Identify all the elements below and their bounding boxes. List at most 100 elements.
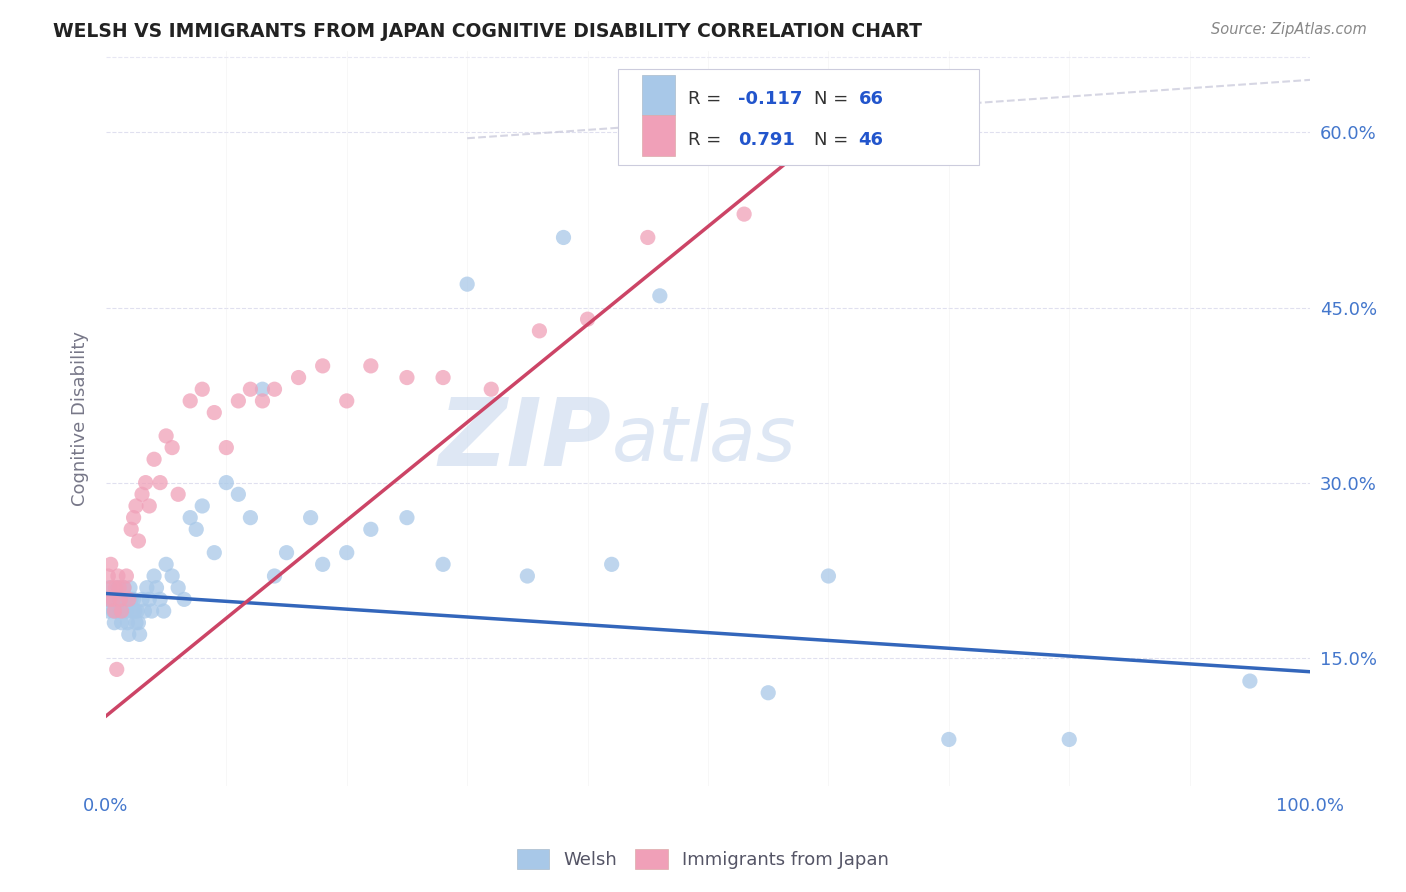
Point bbox=[336, 546, 359, 560]
Point bbox=[817, 569, 839, 583]
Point bbox=[228, 393, 250, 408]
Point bbox=[135, 581, 157, 595]
Text: WELSH VS IMMIGRANTS FROM JAPAN COGNITIVE DISABILITY CORRELATION CHART: WELSH VS IMMIGRANTS FROM JAPAN COGNITIVE… bbox=[53, 22, 922, 41]
Point bbox=[134, 604, 156, 618]
Point bbox=[97, 604, 120, 618]
Text: 0.791: 0.791 bbox=[738, 130, 794, 149]
Text: 66: 66 bbox=[859, 90, 883, 108]
Point bbox=[276, 546, 298, 560]
Point bbox=[360, 359, 382, 373]
Point bbox=[122, 510, 145, 524]
Point bbox=[155, 558, 177, 572]
FancyBboxPatch shape bbox=[617, 69, 979, 165]
Point bbox=[118, 592, 141, 607]
FancyBboxPatch shape bbox=[641, 115, 675, 156]
FancyBboxPatch shape bbox=[641, 75, 675, 115]
Point bbox=[456, 277, 478, 292]
Point bbox=[122, 592, 145, 607]
Point bbox=[299, 510, 322, 524]
Point bbox=[131, 487, 153, 501]
Point bbox=[191, 382, 214, 396]
Text: N =: N = bbox=[814, 90, 853, 108]
Point bbox=[143, 569, 166, 583]
Point bbox=[186, 522, 208, 536]
Point bbox=[202, 406, 225, 420]
Point bbox=[311, 359, 333, 373]
Point bbox=[756, 686, 779, 700]
Point bbox=[103, 615, 125, 630]
Point bbox=[239, 382, 262, 396]
Point bbox=[938, 732, 960, 747]
Point bbox=[637, 230, 659, 244]
Point bbox=[101, 581, 124, 595]
Point bbox=[179, 393, 201, 408]
Point bbox=[138, 592, 160, 607]
Point bbox=[127, 604, 149, 618]
Point bbox=[124, 604, 146, 618]
Point bbox=[576, 312, 599, 326]
Point bbox=[167, 487, 190, 501]
Point bbox=[529, 324, 551, 338]
Point bbox=[117, 615, 139, 630]
Point bbox=[141, 604, 163, 618]
Text: 46: 46 bbox=[859, 130, 883, 149]
Point bbox=[149, 475, 172, 490]
Point bbox=[1057, 732, 1080, 747]
Point bbox=[127, 615, 149, 630]
Point bbox=[115, 604, 138, 618]
Point bbox=[600, 558, 623, 572]
Point bbox=[112, 581, 135, 595]
Point bbox=[110, 592, 132, 607]
Point bbox=[125, 499, 148, 513]
Text: N =: N = bbox=[814, 130, 853, 149]
Point bbox=[100, 558, 122, 572]
Point bbox=[104, 581, 127, 595]
Point bbox=[135, 475, 157, 490]
Point bbox=[648, 289, 671, 303]
Point bbox=[263, 569, 285, 583]
Point bbox=[105, 604, 128, 618]
Point bbox=[118, 627, 141, 641]
Point bbox=[114, 592, 136, 607]
Point bbox=[107, 569, 129, 583]
Point bbox=[101, 604, 124, 618]
Text: atlas: atlas bbox=[612, 403, 796, 477]
Point bbox=[215, 441, 238, 455]
Point bbox=[360, 522, 382, 536]
Text: R =: R = bbox=[688, 130, 727, 149]
Point bbox=[239, 510, 262, 524]
Y-axis label: Cognitive Disability: Cognitive Disability bbox=[72, 331, 89, 506]
Point bbox=[107, 581, 129, 595]
Point bbox=[252, 382, 274, 396]
Point bbox=[145, 581, 167, 595]
Point bbox=[160, 569, 183, 583]
Point bbox=[143, 452, 166, 467]
Point bbox=[138, 499, 160, 513]
Point bbox=[96, 592, 118, 607]
Point bbox=[98, 581, 121, 595]
Point bbox=[110, 615, 132, 630]
Point bbox=[395, 370, 418, 384]
Point bbox=[228, 487, 250, 501]
Point bbox=[160, 441, 183, 455]
Text: -0.117: -0.117 bbox=[738, 90, 803, 108]
Point bbox=[432, 370, 454, 384]
Point bbox=[120, 522, 142, 536]
Point bbox=[155, 429, 177, 443]
Point bbox=[127, 533, 149, 548]
Point bbox=[202, 546, 225, 560]
Point bbox=[101, 592, 124, 607]
Point bbox=[97, 569, 120, 583]
Point bbox=[131, 592, 153, 607]
Point bbox=[179, 510, 201, 524]
Point bbox=[152, 604, 174, 618]
Text: R =: R = bbox=[688, 90, 727, 108]
Point bbox=[215, 475, 238, 490]
Point bbox=[432, 558, 454, 572]
Point bbox=[103, 604, 125, 618]
Point bbox=[191, 499, 214, 513]
Point bbox=[128, 627, 150, 641]
Text: ZIP: ZIP bbox=[439, 394, 612, 486]
Point bbox=[125, 615, 148, 630]
Point bbox=[287, 370, 309, 384]
